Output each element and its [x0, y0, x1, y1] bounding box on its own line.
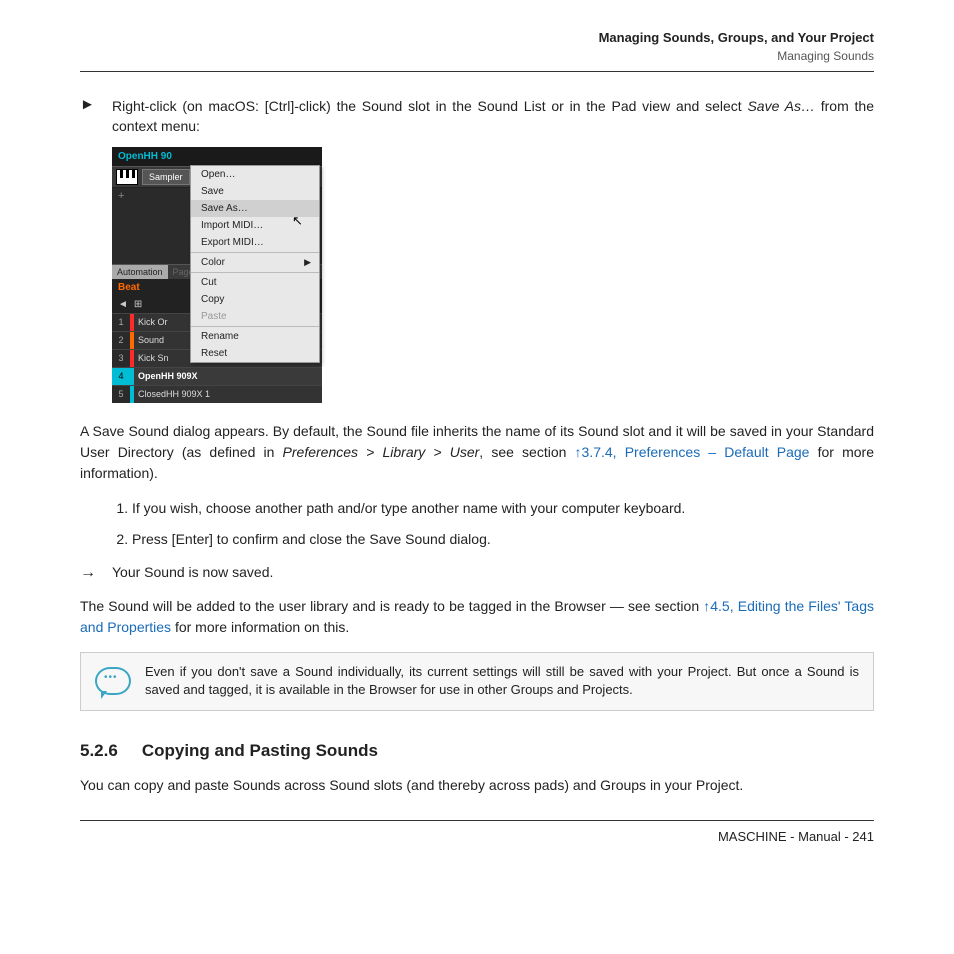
grid-icon[interactable]: ⊞	[134, 299, 142, 310]
sound-title: OpenHH 90	[112, 147, 322, 166]
header-subtitle: Managing Sounds	[80, 49, 874, 63]
speaker-icon[interactable]: ◄	[118, 299, 128, 310]
instruction-text: Right-click (on macOS: [Ctrl]-click) the…	[112, 96, 874, 137]
step-list: If you wish, choose another path and/or …	[80, 498, 874, 550]
menu-paste: Paste	[191, 308, 319, 325]
page-header: Managing Sounds, Groups, and Your Projec…	[80, 30, 874, 63]
menu-open[interactable]: Open…	[191, 166, 319, 183]
menu-cut[interactable]: Cut	[191, 274, 319, 291]
menu-export-midi[interactable]: Export MIDI…	[191, 234, 319, 251]
paragraph-1: A Save Sound dialog appears. By default,…	[80, 421, 874, 484]
link-preferences[interactable]: ↑3.7.4, Preferences – Default Page	[575, 444, 810, 460]
section-number: 5.2.6	[80, 741, 118, 761]
menu-separator	[191, 326, 319, 327]
info-callout: Even if you don't save a Sound individua…	[80, 652, 874, 712]
header-title: Managing Sounds, Groups, and Your Projec…	[80, 30, 874, 45]
step-1: If you wish, choose another path and/or …	[132, 498, 874, 519]
menu-copy[interactable]: Copy	[191, 291, 319, 308]
header-rule	[80, 71, 874, 72]
footer-rule	[80, 820, 874, 821]
instruction-arrow-icon: ►	[80, 96, 112, 137]
menu-separator	[191, 272, 319, 273]
app-screenshot: OpenHH 90 Sampler + Open… Save Save As… …	[112, 147, 322, 403]
result-arrow-icon: →	[80, 564, 112, 582]
paragraph-2: The Sound will be added to the user libr…	[80, 596, 874, 638]
sound-slot-5[interactable]: 5 ClosedHH 909X 1	[112, 385, 322, 403]
info-icon	[95, 667, 131, 695]
beat-label: Beat	[118, 282, 140, 293]
callout-text: Even if you don't save a Sound individua…	[145, 663, 859, 701]
menu-rename[interactable]: Rename	[191, 328, 319, 345]
menu-reset[interactable]: Reset	[191, 345, 319, 362]
screenshot-figure: OpenHH 90 Sampler + Open… Save Save As… …	[112, 147, 874, 403]
sampler-button[interactable]: Sampler	[142, 169, 190, 185]
menu-save[interactable]: Save	[191, 183, 319, 200]
instruction-row: ► Right-click (on macOS: [Ctrl]-click) t…	[80, 96, 874, 137]
context-menu: Open… Save Save As… Import MIDI… Export …	[190, 165, 320, 363]
page-footer: MASCHINE - Manual - 241	[80, 829, 874, 844]
result-text: Your Sound is now saved.	[112, 564, 273, 582]
menu-separator	[191, 252, 319, 253]
menu-import-midi[interactable]: Import MIDI…	[191, 217, 319, 234]
menu-save-as[interactable]: Save As…	[191, 200, 319, 217]
section-heading: 5.2.6 Copying and Pasting Sounds	[80, 741, 874, 761]
result-row: → Your Sound is now saved.	[80, 564, 874, 582]
step-2: Press [Enter] to confirm and close the S…	[132, 529, 874, 550]
paragraph-3: You can copy and paste Sounds across Sou…	[80, 775, 874, 796]
piano-icon[interactable]	[116, 169, 138, 185]
submenu-arrow-icon: ▶	[304, 257, 311, 268]
automation-tab[interactable]: Automation	[112, 265, 168, 279]
menu-color[interactable]: Color▶	[191, 254, 319, 271]
section-title: Copying and Pasting Sounds	[142, 741, 378, 761]
sound-slot-4[interactable]: 4 OpenHH 909X	[112, 367, 322, 385]
